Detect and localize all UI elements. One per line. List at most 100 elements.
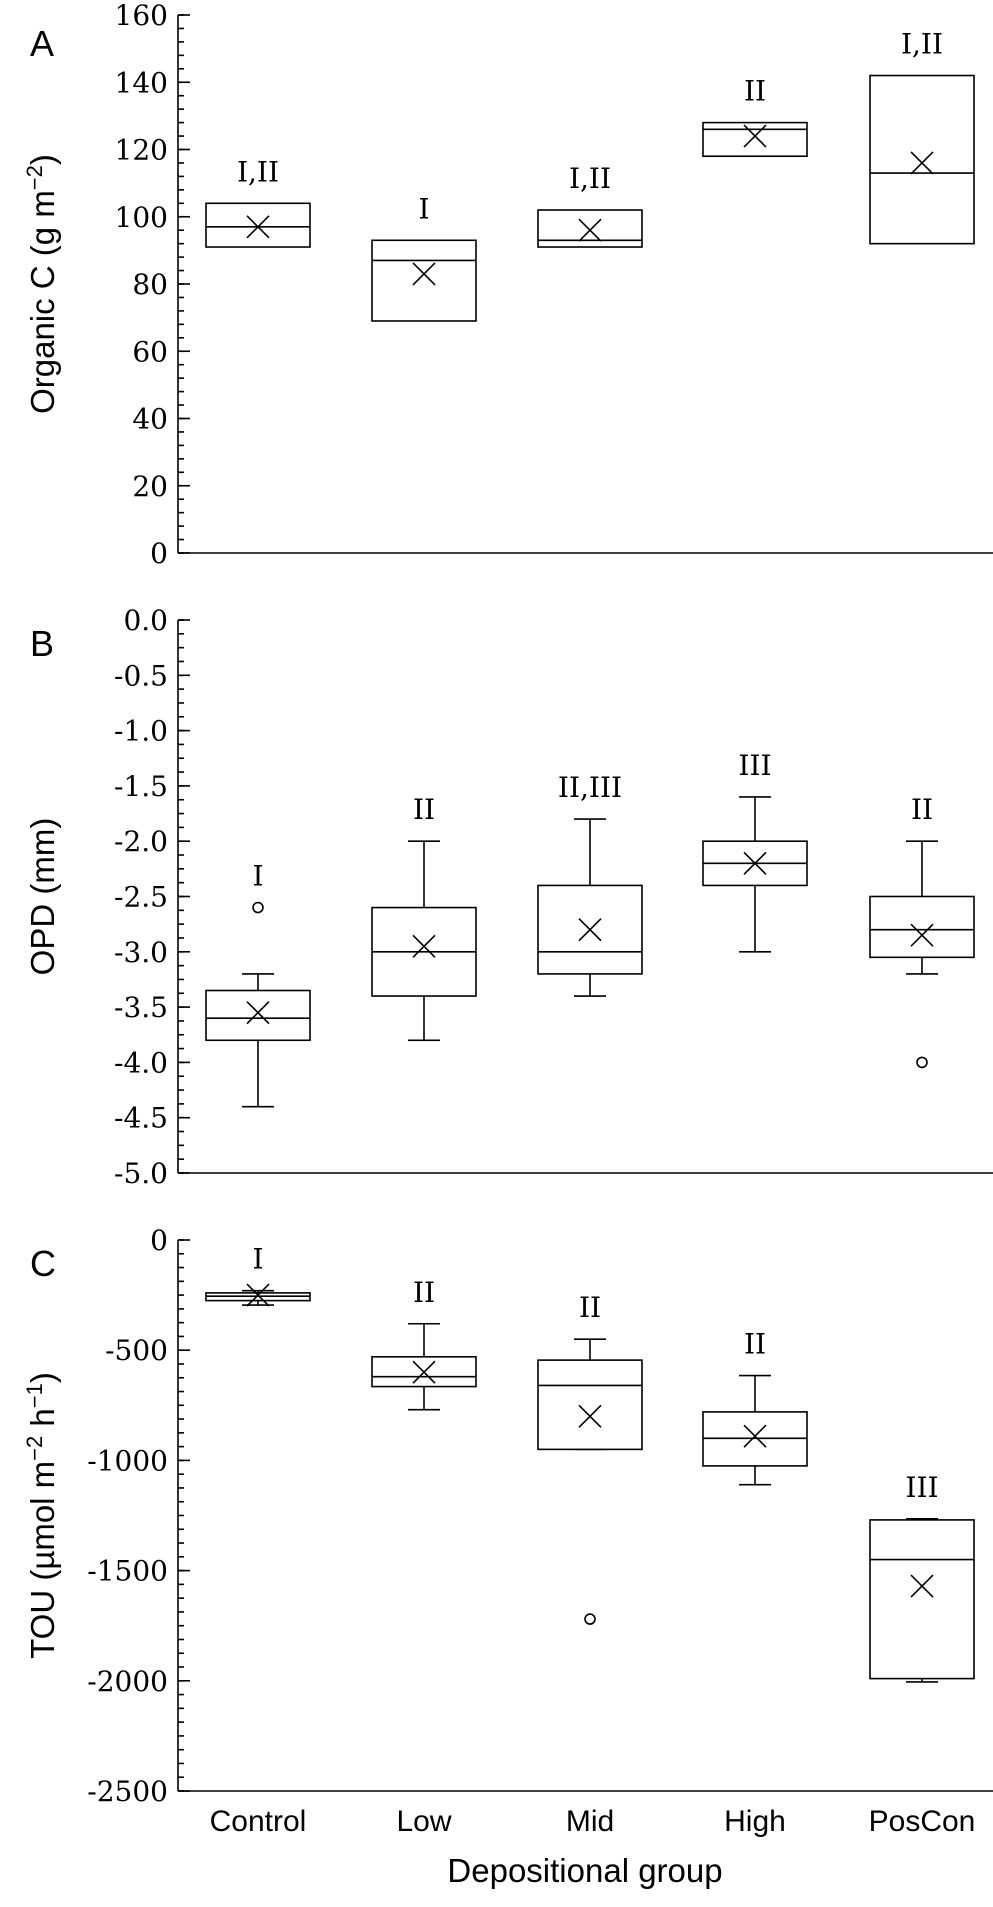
box-poscon: II — [869, 793, 975, 1069]
outlier-point — [252, 901, 264, 914]
mean-marker — [412, 934, 436, 958]
box-low: I — [371, 192, 477, 322]
y-tick-label: -2.5 — [114, 881, 168, 914]
box-control: I,II — [205, 155, 311, 248]
box-iqr — [869, 895, 975, 959]
y-axis-title: TOU (µmol m−2 h−1) — [22, 1372, 61, 1659]
y-tick-label: -0.5 — [114, 659, 168, 692]
box-high: III — [702, 749, 808, 953]
mean-marker — [743, 1424, 767, 1448]
y-axis-title-sup: −2 — [22, 165, 47, 190]
y-axis-title: Organic C (g m−2) — [22, 154, 61, 414]
y-axis-title-rest: ) — [24, 154, 61, 165]
box-iqr — [205, 989, 311, 1042]
y-axis-title-end: ) — [24, 1372, 61, 1383]
y-tick-label: 100 — [115, 201, 168, 234]
group-label: I,II — [901, 28, 943, 61]
outlier-point — [584, 1613, 596, 1625]
box-mid: II — [537, 1291, 643, 1625]
group-label: II — [413, 793, 435, 826]
y-tick-label: -1.5 — [114, 770, 168, 803]
y-tick-label: 140 — [115, 66, 168, 99]
box-iqr — [702, 121, 808, 158]
mean-marker — [412, 1360, 436, 1384]
y-tick-label: -2.0 — [114, 825, 168, 858]
mean-marker — [743, 851, 767, 875]
y-tick-label: -2000 — [87, 1665, 168, 1698]
group-label: II — [413, 1276, 435, 1309]
box-iqr — [371, 1356, 477, 1388]
mean-marker — [578, 218, 602, 242]
box-iqr — [371, 239, 477, 322]
category-label-low: Low — [396, 1805, 451, 1838]
y-tick-label: -3.0 — [114, 936, 168, 969]
box-high: II — [702, 75, 808, 158]
y-tick-label: 60 — [132, 335, 168, 368]
y-tick-label: 40 — [132, 403, 168, 436]
y-tick-label: -4.5 — [114, 1102, 168, 1135]
mean-marker — [578, 1404, 602, 1428]
box-iqr — [205, 202, 311, 248]
y-axis-title-text: TOU (µmol m — [24, 1461, 61, 1659]
group-label: II — [744, 1328, 766, 1361]
panel-letter: B — [30, 623, 54, 664]
y-tick-label: 160 — [115, 0, 168, 32]
mean-marker — [246, 1283, 270, 1307]
category-label-mid: Mid — [566, 1805, 614, 1838]
box-mid: II,III — [537, 771, 643, 997]
category-label-control: Control — [210, 1805, 307, 1838]
y-tick-label: 0.0 — [123, 604, 168, 637]
mean-marker — [743, 124, 767, 148]
y-axis-title: OPD (mm) — [24, 818, 61, 976]
mean-marker — [246, 215, 270, 239]
y-tick-label: -1.0 — [114, 715, 168, 748]
box-poscon: III — [869, 1471, 975, 1683]
y-axis-title-rest: h — [24, 1408, 61, 1436]
y-axis-title-sup2: −1 — [22, 1383, 47, 1408]
y-axis-title-sup: −2 — [22, 1436, 47, 1461]
category-label-poscon: PosCon — [869, 1805, 976, 1838]
group-label: I — [418, 192, 429, 225]
category-label-high: High — [724, 1805, 786, 1838]
y-axis-title-text: Organic C (g m — [24, 190, 61, 414]
group-label: II — [911, 793, 933, 826]
group-label: I,II — [237, 155, 279, 188]
group-label: I — [252, 1243, 263, 1276]
mean-marker — [910, 151, 934, 175]
group-label: II — [744, 75, 766, 108]
box-iqr — [869, 1519, 975, 1680]
panel-a: 0 20 40 60 80 100 120 140 160 A Organic C (g m−2) I… — [22, 0, 993, 570]
y-tick-label: -5.0 — [114, 1157, 168, 1190]
mean-marker — [910, 1574, 934, 1598]
mean-marker — [910, 923, 934, 947]
box-poscon: I,II — [869, 28, 975, 245]
y-tick-label: -4.0 — [114, 1046, 168, 1079]
box-iqr — [869, 74, 975, 245]
panel-letter: C — [30, 1243, 56, 1284]
mean-marker — [246, 1001, 270, 1025]
y-tick-label: -2500 — [87, 1775, 168, 1808]
y-axis-title-text: OPD (mm) — [24, 818, 61, 976]
y-tick-label: -1000 — [87, 1444, 168, 1477]
x-axis-title: Depositional group — [447, 1852, 722, 1889]
mean-marker — [578, 918, 602, 942]
panel-b: 0.0 -0.5 -1.0 -1.5 -2.0 -2.5 -3.0 -3.5 -4.0 -4.5 -… — [24, 604, 993, 1190]
y-tick-label: -500 — [105, 1334, 168, 1367]
group-label: I,II — [569, 162, 611, 195]
group-label: III — [905, 1471, 938, 1504]
panel-c: 0 -500 -1000 -1500 -2000 -2500 C TOU (µmol m−2 … — [22, 1224, 993, 1808]
mean-marker — [412, 262, 436, 286]
y-tick-label: 20 — [132, 470, 168, 503]
box-iqr — [537, 1359, 643, 1451]
y-tick-label: 120 — [115, 134, 168, 167]
box-high: II — [702, 1328, 808, 1486]
group-label: III — [738, 749, 771, 782]
y-tick-label: -3.5 — [114, 991, 168, 1024]
box-iqr — [537, 209, 643, 248]
y-tick-label: 0 — [150, 537, 168, 570]
y-tick-label: -1500 — [87, 1555, 168, 1588]
box-low: II — [371, 793, 477, 1042]
panel-letter: A — [30, 23, 54, 64]
